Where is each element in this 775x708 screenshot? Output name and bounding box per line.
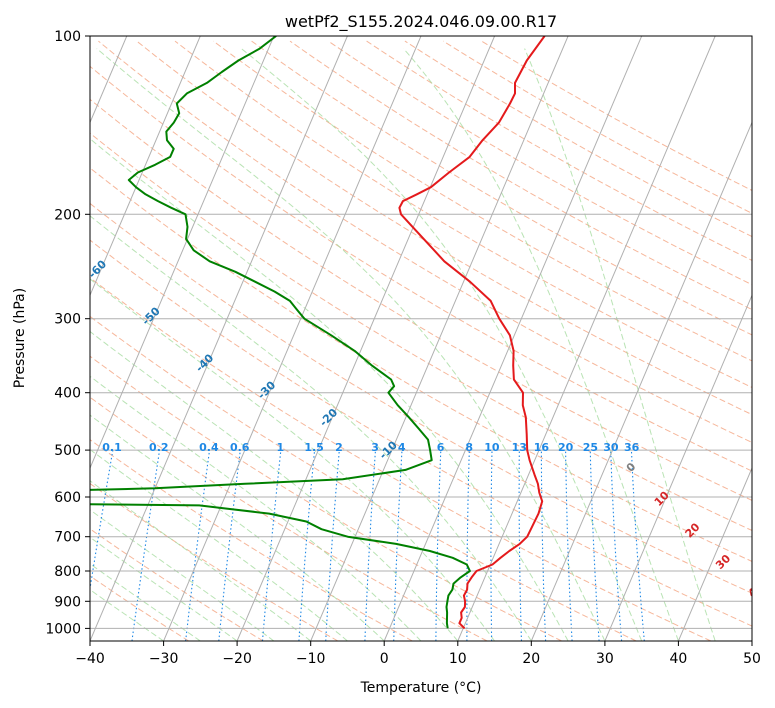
x-tick-label: 20 <box>522 651 540 667</box>
x-axis: −40 −30 −20 −10 0 10 20 30 40 50 <box>75 641 761 667</box>
isotherm-line <box>530 121 752 641</box>
dry-adiabat-line <box>90 439 413 641</box>
mixing-ratio-label: 10 <box>484 441 500 454</box>
isotherm-line <box>604 293 752 641</box>
x-tick-label: −30 <box>149 651 179 667</box>
moist-adiabat-line <box>90 278 495 641</box>
mixing-ratio-line <box>218 450 241 641</box>
x-tick-label: 30 <box>596 651 614 667</box>
mixing-ratio-label: 0.4 <box>199 441 219 454</box>
mixing-ratio-label: 3 <box>371 441 379 454</box>
moist-adiabat-line <box>90 480 311 641</box>
dry-adiabat-line <box>251 40 752 336</box>
mixing-ratio-label: 0.2 <box>149 441 169 454</box>
grid-lines <box>90 36 752 641</box>
x-tick-label: −20 <box>222 651 252 667</box>
dry-adiabat-line <box>90 132 752 532</box>
dewpoint-profile <box>90 36 471 629</box>
x-tick-label: 0 <box>380 651 389 667</box>
moist-adiabat-line <box>241 48 643 641</box>
mixing-ratio-line <box>185 450 211 641</box>
x-axis-label: Temperature (°C) <box>360 680 482 696</box>
y-tick-label: 100 <box>54 29 81 45</box>
isotherm-line <box>383 36 643 641</box>
mixing-ratio-label: 6 <box>437 441 445 454</box>
moist-adiabat-line <box>90 589 164 641</box>
dry-adiabat-line <box>90 239 752 627</box>
moist-adiabat-label: 40 <box>745 580 765 600</box>
dry-adiabat-line <box>90 355 562 641</box>
moist-adiabat-line <box>90 375 422 641</box>
y-tick-label: 700 <box>54 530 81 546</box>
mixing-ratio-label: 20 <box>558 441 574 454</box>
mixing-ratio-label: 1.5 <box>304 441 324 454</box>
isotherm-line <box>310 36 569 641</box>
x-tick-label: 40 <box>669 651 687 667</box>
dry-adiabat-line <box>90 482 339 641</box>
dry-adiabat-line <box>174 40 752 388</box>
temperature-profile <box>398 36 546 630</box>
moist-adiabat-line <box>96 48 606 641</box>
chart-title: wetPf2_S155.2024.046.09.00.R17 <box>285 12 557 32</box>
isotherm-line <box>90 36 275 470</box>
dry-adiabat-line <box>90 98 752 501</box>
isotherm-line <box>236 36 496 641</box>
y-axis: 100 200 300 400 500 600 700 800 900 1000 <box>45 29 90 637</box>
dry-adiabat-line <box>90 202 752 594</box>
x-tick-label: 50 <box>743 651 761 667</box>
isotherm-line <box>163 36 422 641</box>
moist-adiabat-line <box>90 563 201 641</box>
mixing-ratio-label: 1 <box>276 441 284 454</box>
mixing-ratio-label: 0.6 <box>230 441 250 454</box>
x-tick-label: −10 <box>296 651 326 667</box>
mixing-ratio-label: 30 <box>603 441 619 454</box>
moist-adiabat-line <box>90 536 238 641</box>
mixing-ratio-label: 16 <box>534 441 550 454</box>
y-tick-label: 800 <box>54 564 81 580</box>
isotherm-line <box>90 36 348 641</box>
y-tick-label: 300 <box>54 312 81 328</box>
y-tick-label: 600 <box>54 490 81 506</box>
mixing-ratio-label: 13 <box>512 441 527 454</box>
mixing-ratio-label: 8 <box>465 441 473 454</box>
mixing-ratio-label: 36 <box>624 441 640 454</box>
moist-adiabat-line <box>90 448 348 641</box>
dry-adiabat-line <box>328 40 752 286</box>
y-tick-label: 500 <box>54 443 81 459</box>
x-tick-label: −40 <box>75 651 105 667</box>
mixing-ratio-label: 25 <box>583 441 598 454</box>
isotherm-line <box>457 36 716 641</box>
dry-adiabat-line <box>90 575 189 641</box>
moist-adiabat-line <box>403 48 679 641</box>
moist-adiabat-line <box>524 48 716 641</box>
mixing-ratio-line <box>90 450 114 593</box>
mixing-ratio-label: 2 <box>335 441 343 454</box>
dry-adiabat-line <box>90 396 488 641</box>
background-lines <box>90 40 752 641</box>
plot-frame <box>89 35 753 642</box>
mixing-ratio-line <box>298 450 316 641</box>
isotherm-line <box>677 466 752 641</box>
y-tick-label: 200 <box>54 207 81 223</box>
dry-adiabat-line <box>90 315 637 641</box>
x-tick-label: 10 <box>449 651 467 667</box>
mixing-ratio-line <box>261 450 282 641</box>
isotherm-line <box>90 36 201 297</box>
moist-adiabat-line <box>90 138 569 641</box>
y-axis-label: Pressure (hPa) <box>12 288 28 388</box>
moist-adiabat-line <box>90 215 532 641</box>
mixing-ratio-label: 0.1 <box>102 441 122 454</box>
y-tick-label: 1000 <box>45 621 81 637</box>
series-lines <box>90 36 546 630</box>
moist-adiabat-line <box>90 330 459 641</box>
mixing-ratio-label: 4 <box>398 441 406 454</box>
y-tick-label: 900 <box>54 594 81 610</box>
dry-adiabat-line <box>98 40 752 444</box>
y-tick-label: 400 <box>54 386 81 402</box>
